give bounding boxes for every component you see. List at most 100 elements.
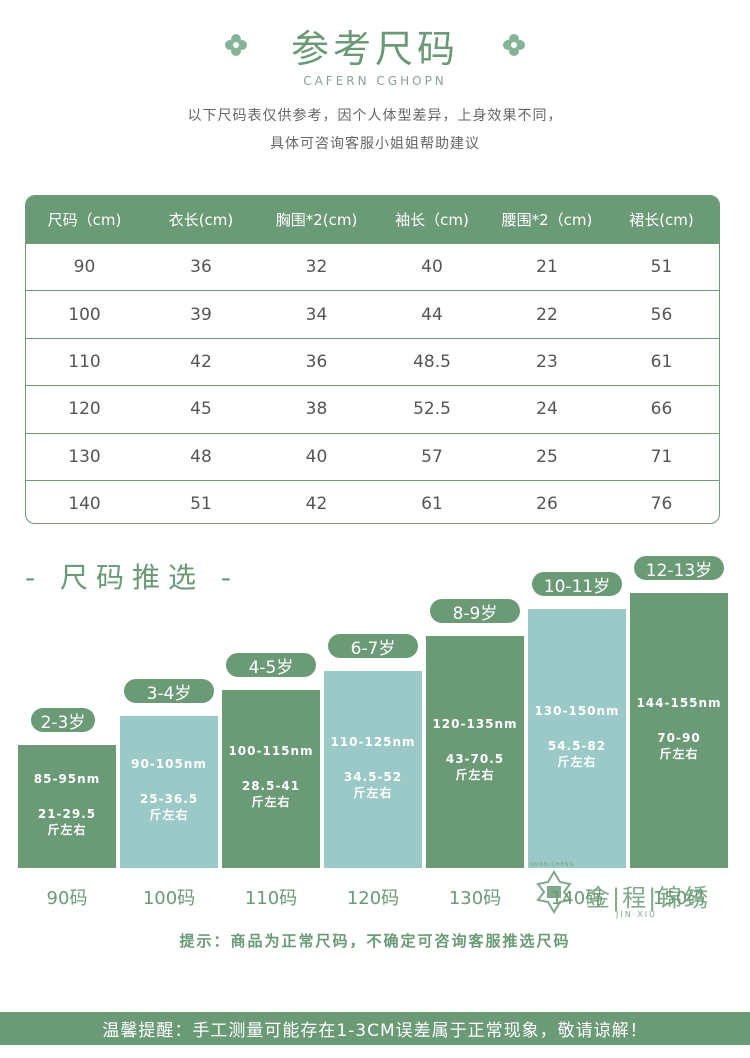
table-cell: 90 — [73, 257, 96, 278]
table-row: 130 48 40 57 25 71 — [26, 432, 719, 480]
footer-reminder: 温馨提醒：手工测量可能存在1-3CM误差属于正常现象，敬请谅解！ — [0, 1012, 750, 1045]
size-label: 110码 — [244, 888, 298, 909]
header-cell: 胸围*2(cm) — [275, 211, 358, 229]
weight-range: 54.5-82 — [547, 738, 607, 753]
table-cell: 34 — [305, 304, 328, 325]
age-badge: 2-3岁 — [31, 708, 95, 733]
brand-top-text: QUAN·CHENG — [530, 862, 575, 868]
height-range: 144-155nm — [636, 695, 722, 710]
size-label: 150码 — [652, 888, 706, 909]
table-cell: 48 — [190, 446, 212, 467]
table-cell: 48.5 — [413, 351, 451, 372]
age-badge: 4-5岁 — [226, 653, 316, 678]
height-range: 100-115nm — [228, 744, 314, 758]
table-cell: 23 — [536, 351, 558, 372]
age-badge: 10-11岁 — [532, 572, 622, 597]
recommend-bar: 144-155nm 70-90 斤左右 — [630, 593, 728, 868]
size-table-header: 尺码（cm) 衣长(cm) 胸围*2(cm) 袖长（cm) 腰围*2（cm) 裙… — [26, 196, 719, 243]
brand-mark-icon — [536, 870, 572, 914]
table-row: 110 42 36 48.5 23 61 — [26, 337, 719, 385]
age-badge: 3-4岁 — [124, 679, 214, 704]
header-cell: 衣长(cm) — [168, 211, 234, 229]
table-cell: 36 — [305, 351, 328, 372]
table-cell: 24 — [536, 399, 558, 420]
height-range: 90-105nm — [131, 757, 207, 771]
table-cell: 40 — [421, 257, 443, 278]
size-label: 100码 — [142, 888, 196, 909]
table-cell: 44 — [421, 304, 443, 325]
header-cell: 尺码（cm) — [47, 211, 122, 229]
brand-text: 金|程|锦绣 — [586, 884, 711, 912]
table-cell: 21 — [536, 257, 558, 278]
weight-range: 70-90 — [657, 730, 701, 745]
table-row: 90 36 32 40 21 51 — [26, 243, 719, 290]
recommend-bar: 90-105nm 25-36.5 斤左右 — [120, 716, 218, 868]
weight-range: 43-70.5 — [445, 752, 505, 766]
weight-unit: 斤左右 — [149, 808, 189, 822]
table-cell: 130 — [68, 446, 101, 467]
weight-unit: 斤左右 — [251, 795, 291, 809]
table-cell: 52.5 — [413, 399, 451, 420]
table-cell: 61 — [421, 494, 443, 515]
height-range: 85-95nm — [33, 771, 101, 786]
weight-range: 21-29.5 — [37, 806, 97, 821]
header-cell: 裙长(cm) — [629, 211, 694, 229]
table-cell: 140 — [68, 494, 101, 515]
table-cell: 51 — [190, 494, 212, 515]
table-cell: 22 — [536, 304, 558, 325]
table-cell: 57 — [421, 446, 443, 467]
recommend-title: - 尺码推选 - — [25, 561, 240, 594]
recommend-bar: 100-115nm 28.5-41 斤左右 — [222, 690, 320, 868]
size-table-body: 90 36 32 40 21 51 100 39 34 44 22 56 110 42 36 48.5 23 61… — [26, 243, 719, 523]
table-cell: 61 — [650, 351, 673, 372]
weight-unit: 斤左右 — [557, 754, 597, 769]
header-cell: 腰围*2（cm) — [501, 211, 593, 229]
weight-unit: 斤左右 — [455, 768, 495, 782]
weight-unit: 斤左右 — [47, 822, 87, 837]
clover-icon — [500, 31, 528, 59]
recommend-bar: 85-95nm 21-29.5 斤左右 — [18, 745, 116, 868]
table-row: 100 39 34 44 22 56 — [26, 290, 719, 337]
table-cell: 42 — [190, 351, 212, 372]
table-cell: 110 — [68, 351, 101, 372]
height-range: 120-135nm — [432, 717, 518, 731]
table-cell: 66 — [650, 399, 673, 420]
age-badge: 12-13岁 — [634, 556, 724, 581]
size-hint: 提示：商品为正常尺码，不确定可咨询客服推选尺码 — [179, 932, 571, 950]
table-cell: 26 — [536, 494, 558, 515]
clover-icon — [222, 31, 250, 59]
table-cell: 76 — [650, 494, 673, 515]
recommend-bar: 110-125nm 34.5-52 斤左右 — [324, 671, 422, 868]
height-range: 130-150nm — [534, 703, 620, 718]
size-label: 120码 — [346, 888, 400, 909]
weight-unit: 斤左右 — [659, 746, 699, 761]
table-row: 140 51 42 61 26 76 — [26, 479, 719, 523]
age-badge: 6-7岁 — [328, 634, 418, 659]
table-row: 120 45 38 52.5 24 66 — [26, 385, 719, 432]
brand-logo: QUAN·CHENG 金|程|锦绣 JIN·XIU — [530, 862, 730, 924]
page-subtitle: CAFERN CGHOPN — [303, 74, 447, 88]
brand-en-text: JIN·XIU — [616, 910, 657, 919]
weight-range: 34.5-52 — [343, 769, 403, 784]
table-cell: 71 — [650, 446, 673, 467]
weight-range: 28.5-41 — [241, 779, 301, 793]
size-note-line2: 具体可咨询客服小姐姐帮助建议 — [270, 136, 480, 152]
table-cell: 56 — [650, 304, 673, 325]
table-cell: 36 — [190, 257, 212, 278]
table-cell: 42 — [305, 494, 328, 515]
size-label: 130码 — [448, 888, 502, 909]
recommend-bar: 130-150nm 54.5-82 斤左右 — [528, 609, 626, 868]
table-cell: 51 — [650, 257, 673, 278]
weight-range: 25-36.5 — [139, 792, 199, 806]
title-row: 参考尺码 — [0, 20, 750, 71]
table-cell: 120 — [68, 399, 101, 420]
page-title: 参考尺码 — [290, 26, 459, 71]
table-cell: 38 — [305, 399, 328, 420]
table-cell: 40 — [305, 446, 328, 467]
table-cell: 45 — [190, 399, 212, 420]
age-badge: 8-9岁 — [430, 599, 520, 624]
table-cell: 100 — [68, 304, 101, 325]
size-note-line1: 以下尺码表仅供参考，因个人体型差异，上身效果不同， — [187, 108, 563, 124]
table-cell: 39 — [190, 304, 212, 325]
size-table: 尺码（cm) 衣长(cm) 胸围*2(cm) 袖长（cm) 腰围*2（cm) 裙… — [25, 195, 720, 524]
